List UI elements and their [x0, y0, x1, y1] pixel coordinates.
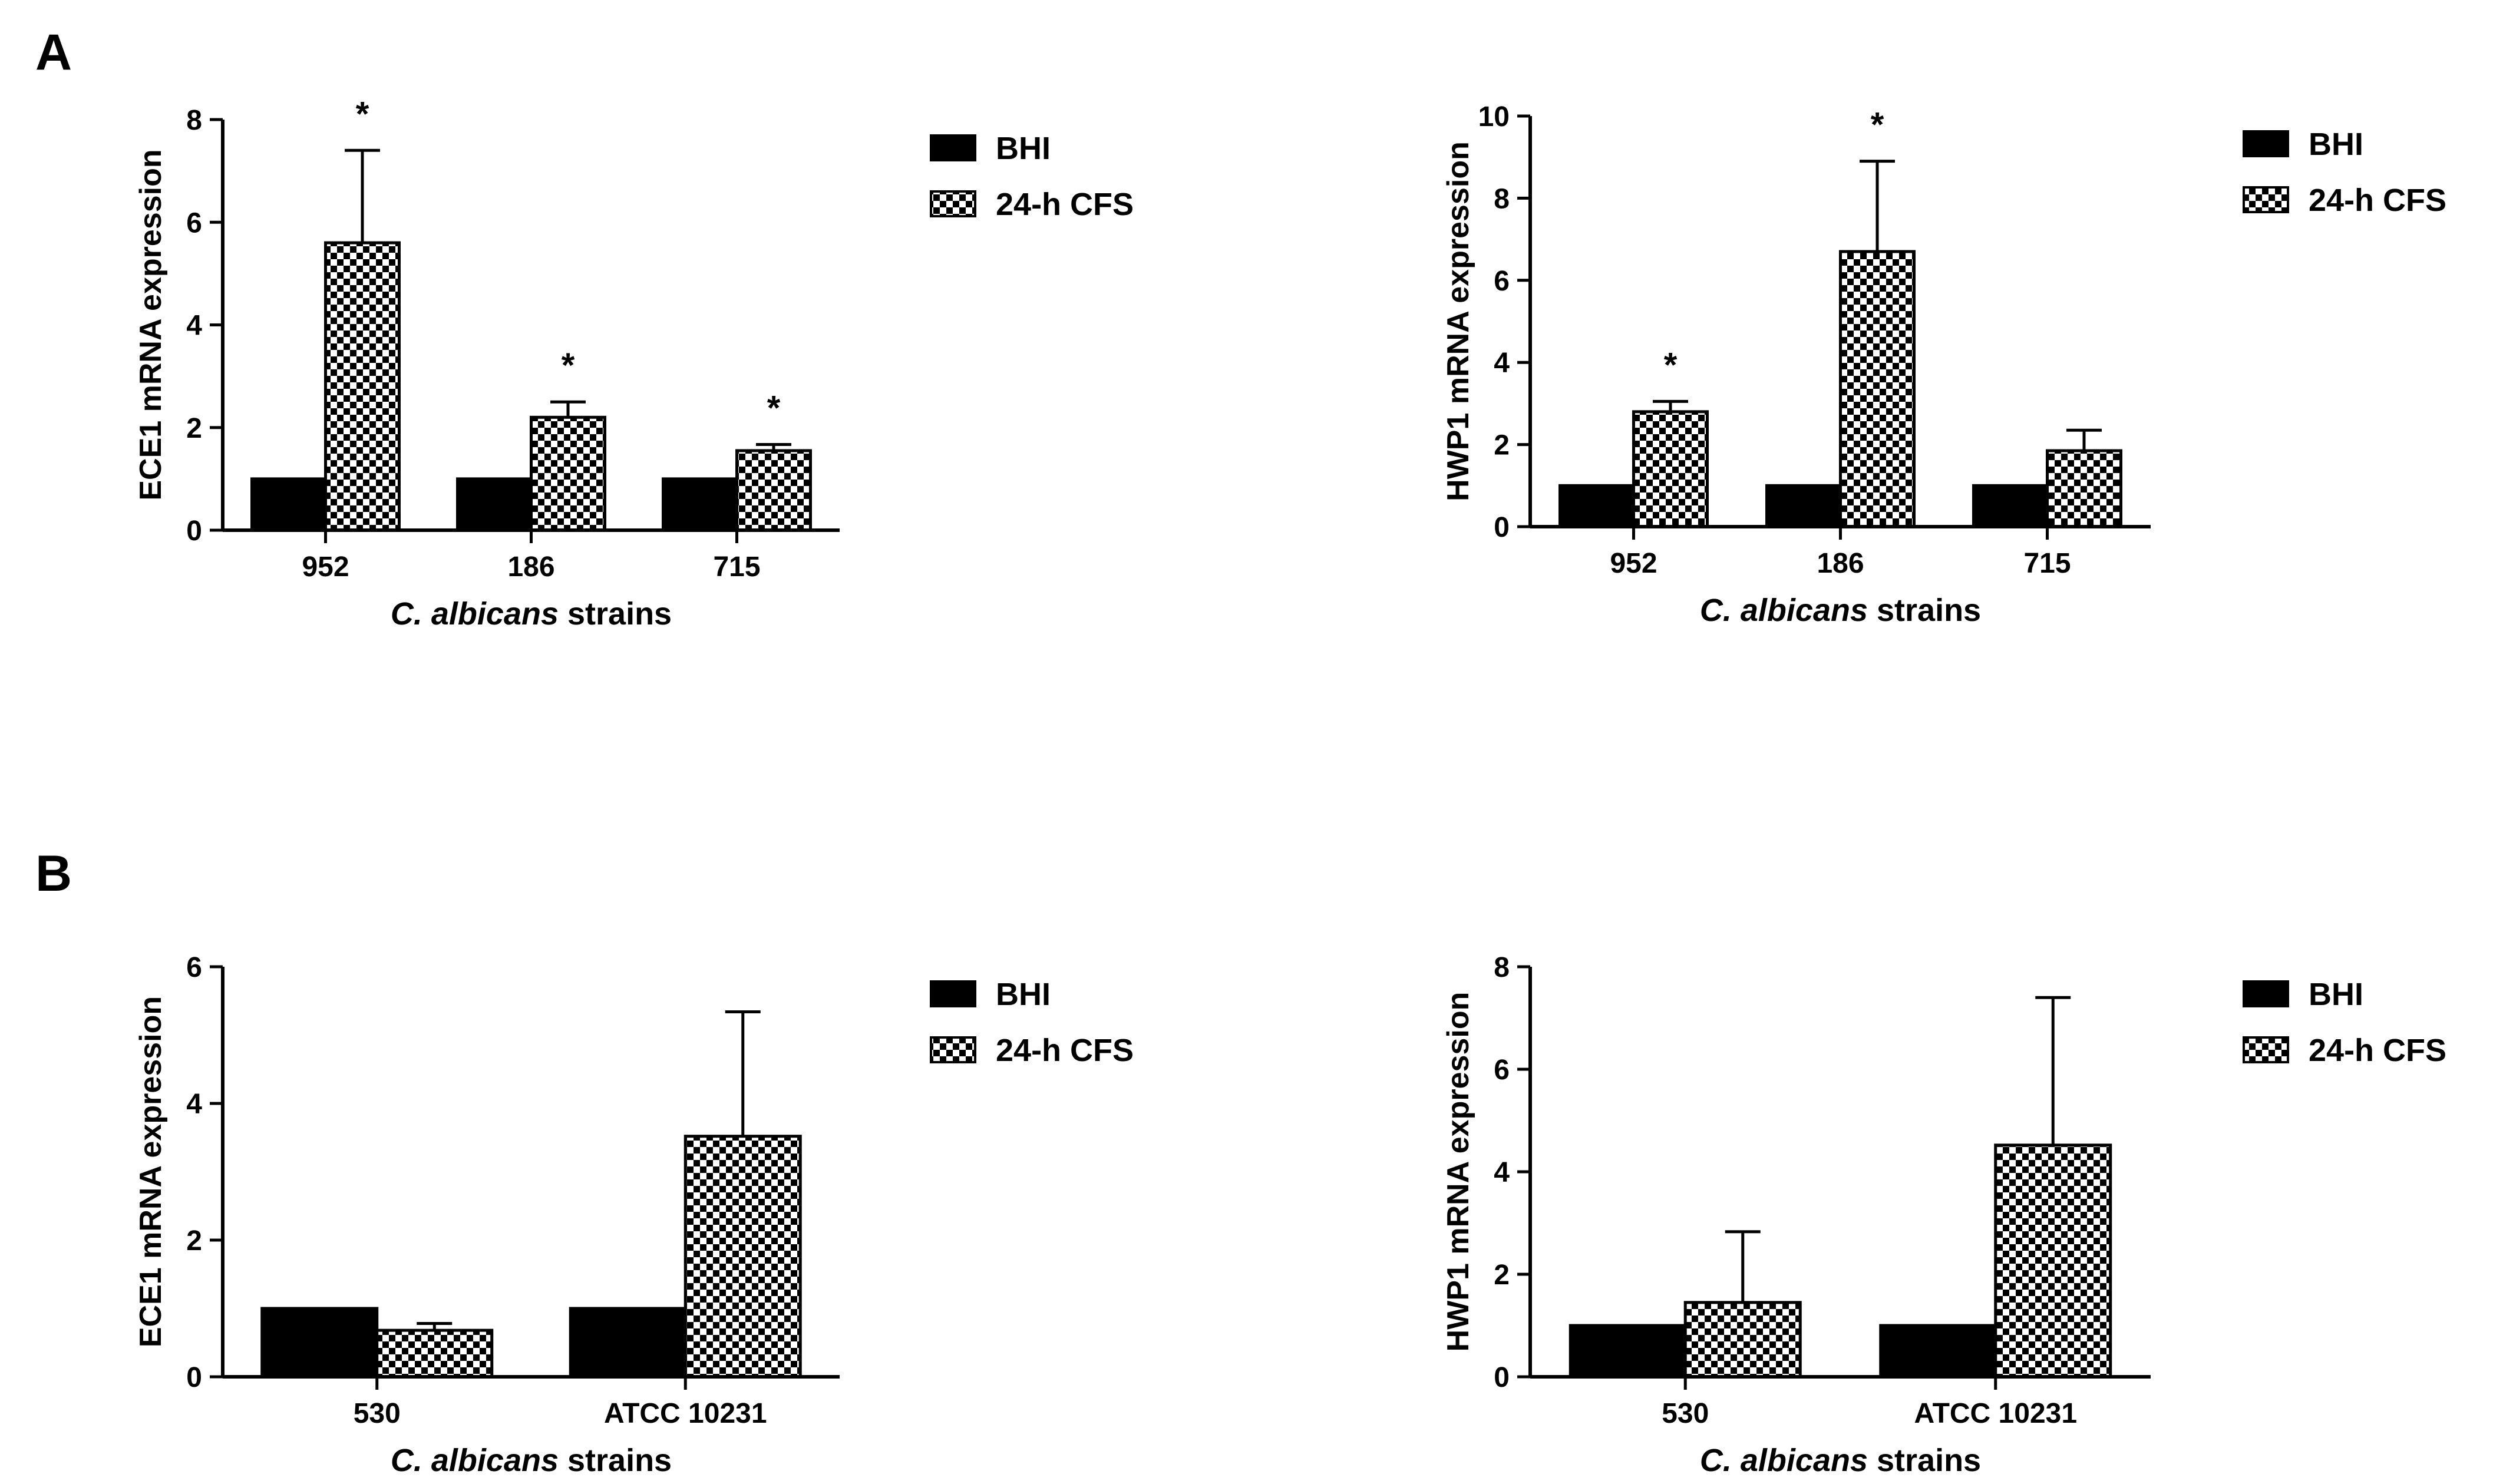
legend-swatch-cfs: [2243, 186, 2289, 213]
legend-label-cfs: 24-h CFS: [2309, 1033, 2446, 1068]
x-axis-label-suffix: strains: [559, 596, 672, 632]
x-axis-label: C. albicans strains: [391, 596, 672, 632]
y-tick-label-4: 6: [186, 207, 202, 239]
bar-cfs-2: [530, 415, 606, 532]
x-axis-label-species: C. albicans: [391, 1443, 559, 1478]
significance-marker-1: *: [356, 95, 369, 133]
panel-label: B: [35, 845, 72, 902]
significance-marker-2: *: [562, 346, 575, 385]
x-tick-label-1: 530: [1662, 1398, 1709, 1429]
legend-label-cfs: 24-h CFS: [2309, 183, 2446, 218]
y-tick-label-2: 2: [186, 413, 202, 444]
y-axis-label: HWP1 mRNA expression: [1441, 992, 1475, 1352]
significance-marker-1: *: [1664, 346, 1678, 384]
x-axis-label-suffix: strains: [1868, 593, 1981, 628]
bar-bhi-1: [1558, 484, 1635, 528]
x-tick-label-2: ATCC 10231: [604, 1398, 767, 1429]
x-axis-label-species: C. albicans: [1700, 1443, 1868, 1478]
y-tick-label-2: 2: [1494, 1260, 1510, 1291]
legend-swatch-cfs: [2243, 1036, 2289, 1063]
y-axis-label: ECE1 mRNA expression: [134, 996, 168, 1347]
bar-bhi-3: [662, 477, 738, 532]
y-tick-label-6: 10: [1478, 101, 1510, 133]
legend: BHI 24-h CFS: [930, 131, 1134, 222]
x-axis-label: C. albicans strains: [1700, 593, 1981, 628]
legend: BHI 24-h CFS: [2243, 977, 2446, 1068]
chart-panel-1: A * 952 * 186 * 715 0 2 4 6 8 ECE1 mRNA expression C.…: [35, 24, 1134, 632]
y-tick-label-4: 6: [1494, 1055, 1510, 1086]
y-tick-label-3: 4: [1494, 348, 1510, 379]
x-axis-label-suffix: strains: [1868, 1443, 1981, 1478]
x-tick-label-2: 186: [1817, 548, 1864, 579]
bar-cfs-2: [1994, 1143, 2112, 1379]
y-tick-label-5: 8: [186, 105, 202, 136]
legend-label-cfs: 24-h CFS: [996, 1033, 1134, 1068]
x-axis-label: C. albicans strains: [391, 1443, 672, 1478]
y-tick-label-3: 4: [186, 310, 202, 342]
y-tick-label-4: 6: [1494, 266, 1510, 297]
panel-label: A: [35, 24, 72, 81]
legend: BHI 24-h CFS: [2243, 127, 2446, 218]
bar-bhi-2: [569, 1307, 687, 1379]
bar-cfs-3: [2046, 449, 2122, 528]
y-tick-label-2: 2: [186, 1225, 202, 1257]
legend-label-cfs: 24-h CFS: [996, 187, 1134, 222]
bar-bhi-3: [1972, 484, 2049, 528]
y-tick-label-1: 0: [186, 1362, 202, 1393]
x-tick-label-1: 952: [1610, 548, 1657, 579]
bar-bhi-2: [1765, 484, 1842, 528]
y-tick-label-5: 8: [1494, 952, 1510, 983]
bar-bhi-1: [260, 1307, 379, 1379]
bar-bhi-2: [456, 477, 533, 532]
y-tick-label-3: 4: [1494, 1157, 1510, 1188]
legend-swatch-bhi: [2243, 130, 2289, 157]
x-axis-label-species: C. albicans: [1700, 593, 1868, 628]
legend-swatch-bhi: [930, 134, 976, 161]
legend-label-bhi: BHI: [996, 977, 1051, 1012]
x-axis-label: C. albicans strains: [1700, 1443, 1981, 1478]
bar-cfs-1: [1632, 410, 1709, 528]
bar-cfs-1: [324, 241, 401, 532]
legend-swatch-cfs: [930, 190, 976, 217]
bar-bhi-1: [250, 477, 327, 532]
significance-marker-2: *: [1871, 106, 1884, 144]
bar-cfs-2: [683, 1135, 802, 1379]
y-axis-label: ECE1 mRNA expression: [134, 149, 168, 500]
y-tick-label-2: 2: [1494, 430, 1510, 461]
x-tick-label-2: ATCC 10231: [1914, 1398, 2077, 1429]
legend-swatch-bhi: [930, 980, 976, 1007]
legend-label-bhi: BHI: [996, 131, 1051, 166]
x-tick-label-2: 186: [507, 551, 554, 583]
y-tick-label-4: 6: [186, 952, 202, 983]
bar-cfs-2: [1839, 250, 1916, 528]
y-tick-label-3: 4: [186, 1089, 202, 1120]
legend-label-bhi: BHI: [2309, 977, 2363, 1012]
bar-cfs-1: [1683, 1301, 1802, 1379]
bar-cfs-3: [735, 449, 812, 532]
legend-label-bhi: BHI: [2309, 127, 2363, 162]
x-axis-label-species: C. albicans: [391, 596, 559, 632]
legend: BHI 24-h CFS: [930, 977, 1134, 1068]
significance-marker-3: *: [767, 389, 781, 428]
y-tick-label-5: 8: [1494, 183, 1510, 214]
x-axis-label-suffix: strains: [559, 1443, 672, 1478]
legend-swatch-cfs: [930, 1036, 976, 1063]
y-tick-label-1: 0: [186, 515, 202, 547]
x-tick-label-1: 952: [302, 551, 349, 583]
y-tick-label-1: 0: [1494, 512, 1510, 543]
y-tick-label-1: 0: [1494, 1362, 1510, 1393]
bar-bhi-1: [1569, 1324, 1687, 1379]
chart-panel-4: 530 ATCC 10231 0 2 4 6 8 HWP1 mRNA expression C.…: [1441, 952, 2446, 1478]
x-tick-label-3: 715: [2023, 548, 2071, 579]
legend-swatch-bhi: [2243, 980, 2289, 1007]
x-tick-label-3: 715: [713, 551, 760, 583]
bar-cfs-1: [375, 1328, 494, 1379]
bar-bhi-2: [1879, 1324, 1997, 1379]
y-axis-label: HWP1 mRNA expression: [1441, 141, 1475, 501]
chart-panel-3: B 530 ATCC 10231 0 2 4 6 ECE1 mRNA expression C.…: [35, 845, 1134, 1478]
x-tick-label-1: 530: [354, 1398, 401, 1429]
